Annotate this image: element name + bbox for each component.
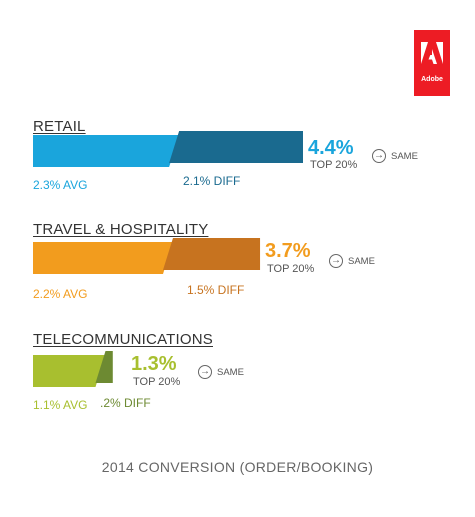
bar-group bbox=[33, 351, 113, 387]
diff-label: 1.5% DIFF bbox=[187, 283, 245, 297]
bar-diff bbox=[169, 131, 303, 163]
same-label: SAME bbox=[348, 255, 375, 267]
same-indicator: → SAME bbox=[372, 149, 418, 163]
same-label: SAME bbox=[391, 150, 418, 162]
diff-label: 2.1% DIFF bbox=[183, 174, 241, 188]
arrow-right-circle-icon: → bbox=[329, 254, 343, 268]
chart-caption: 2014 CONVERSION (ORDER/BOOKING) bbox=[101, 459, 374, 475]
top-label: TOP 20% bbox=[267, 263, 315, 275]
top-value: 3.7% bbox=[265, 240, 311, 262]
bar-diff bbox=[95, 351, 113, 383]
adobe-a-icon bbox=[421, 42, 443, 64]
same-indicator: → SAME bbox=[329, 254, 375, 268]
bar-avg bbox=[33, 355, 106, 387]
category-title: TELECOMMUNICATIONS bbox=[33, 331, 213, 348]
same-label: SAME bbox=[217, 366, 244, 378]
avg-label: 2.2% AVG bbox=[33, 287, 88, 301]
category-title: RETAIL bbox=[33, 118, 86, 135]
bar-group bbox=[33, 238, 261, 274]
avg-label: 2.3% AVG bbox=[33, 178, 88, 192]
top-value: 4.4% bbox=[308, 137, 354, 159]
same-indicator: → SAME bbox=[198, 365, 244, 379]
arrow-right-circle-icon: → bbox=[372, 149, 386, 163]
bar-avg bbox=[33, 242, 173, 274]
bar-avg bbox=[33, 135, 180, 167]
logo-text: Adobe bbox=[421, 76, 443, 83]
bar-diff bbox=[163, 238, 261, 270]
avg-label: 1.1% AVG bbox=[33, 398, 88, 412]
arrow-right-circle-icon: → bbox=[198, 365, 212, 379]
category-title: TRAVEL & HOSPITALITY bbox=[33, 221, 209, 238]
top-label: TOP 20% bbox=[133, 376, 181, 388]
top-label: TOP 20% bbox=[310, 159, 358, 171]
diff-label: .2% DIFF bbox=[100, 396, 151, 410]
adobe-logo: Adobe bbox=[414, 30, 450, 96]
bar-group bbox=[33, 131, 303, 167]
top-value: 1.3% bbox=[131, 353, 177, 375]
